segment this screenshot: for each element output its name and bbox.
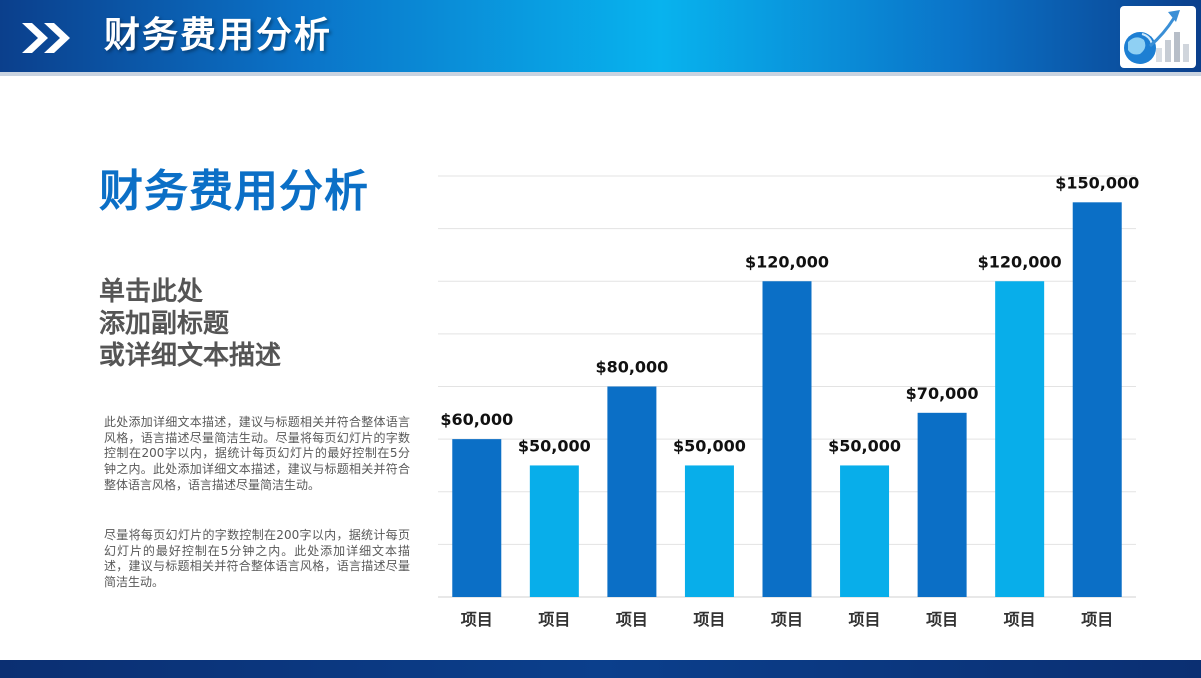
subtitle-line: 添加副标题: [99, 309, 230, 339]
data-label: $70,000: [906, 384, 979, 403]
subtitle-block: 单击此处 添加副标题 或详细文本描述: [99, 276, 281, 372]
bar-chart: $60,000 项目 $50,000 项目 $80,000 项目 $50,000 项目 $120…: [438, 173, 1139, 629]
subtitle-line: 单击此处: [99, 277, 204, 307]
bar: [452, 439, 502, 597]
bar: [840, 465, 890, 597]
bar: [995, 281, 1045, 597]
x-tick-label: 项目: [461, 610, 493, 629]
data-label: $50,000: [518, 436, 591, 455]
x-tick-label: 项目: [771, 610, 803, 629]
double-chevron-icon: [22, 23, 70, 53]
footer-bar: [0, 660, 1201, 678]
description-paragraph-2: 尽量将每页幻灯片的字数控制在200字以内，据统计每页幻灯片的最好控制在5分钟之内…: [104, 528, 410, 590]
description-paragraph-1: 此处添加详细文本描述，建议与标题相关并符合整体语言风格，语言描述尽量简洁生动。尽…: [104, 415, 410, 492]
data-label: $120,000: [745, 252, 829, 271]
x-tick-label: 项目: [616, 610, 648, 629]
header-bar: 财务费用分析: [0, 0, 1201, 76]
x-tick-label: 项目: [849, 610, 881, 629]
data-label: $50,000: [673, 436, 746, 455]
bar: [917, 412, 967, 597]
globe-growth-icon: [1120, 6, 1196, 68]
page-title: 财务费用分析: [99, 166, 369, 217]
x-tick-label: 项目: [538, 610, 570, 629]
data-label: $150,000: [1055, 173, 1139, 192]
data-label: $120,000: [978, 252, 1062, 271]
x-tick-label: 项目: [926, 610, 958, 629]
bar: [762, 281, 812, 597]
x-tick-label: 项目: [693, 610, 725, 629]
header-title: 财务费用分析: [104, 15, 333, 56]
data-label: $80,000: [595, 358, 668, 377]
x-tick-label: 项目: [1081, 610, 1113, 629]
bar: [607, 386, 657, 597]
data-label: $60,000: [440, 410, 513, 429]
bar: [684, 465, 734, 597]
x-tick-label: 项目: [1004, 610, 1036, 629]
bar: [1072, 202, 1122, 597]
data-label: $50,000: [828, 436, 901, 455]
subtitle-line: 或详细文本描述: [99, 341, 282, 371]
bar: [529, 465, 579, 597]
